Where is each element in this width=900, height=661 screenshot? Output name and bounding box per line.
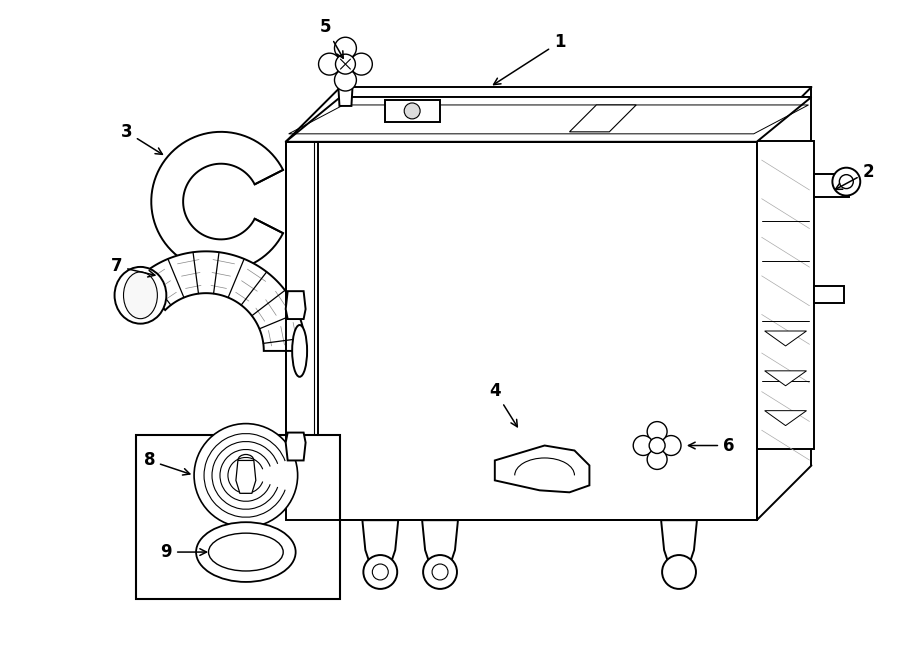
Polygon shape: [285, 291, 306, 319]
Text: 2: 2: [835, 163, 874, 190]
Polygon shape: [422, 520, 458, 565]
Polygon shape: [136, 251, 306, 351]
Polygon shape: [765, 331, 806, 346]
Polygon shape: [338, 71, 354, 106]
Circle shape: [662, 436, 681, 455]
Polygon shape: [814, 174, 850, 196]
Polygon shape: [765, 371, 806, 386]
Polygon shape: [757, 141, 814, 449]
Polygon shape: [151, 132, 284, 271]
Text: 1: 1: [493, 33, 565, 85]
Polygon shape: [285, 142, 318, 520]
Circle shape: [194, 424, 298, 527]
Text: 6: 6: [688, 436, 734, 455]
Polygon shape: [363, 520, 398, 565]
Text: 7: 7: [111, 257, 155, 277]
Circle shape: [649, 438, 665, 453]
Circle shape: [647, 422, 667, 442]
Circle shape: [647, 449, 667, 469]
Bar: [136, 434, 340, 599]
Circle shape: [423, 555, 457, 589]
Circle shape: [662, 555, 696, 589]
Circle shape: [336, 54, 356, 74]
Ellipse shape: [196, 522, 296, 582]
Polygon shape: [495, 446, 590, 492]
Text: 5: 5: [320, 19, 343, 58]
Circle shape: [319, 53, 340, 75]
Polygon shape: [814, 286, 844, 303]
Circle shape: [404, 103, 420, 119]
Text: 9: 9: [160, 543, 206, 561]
Circle shape: [840, 175, 853, 188]
Polygon shape: [570, 105, 636, 132]
Circle shape: [634, 436, 653, 455]
FancyBboxPatch shape: [385, 100, 440, 122]
Text: 8: 8: [143, 451, 190, 475]
Ellipse shape: [114, 267, 166, 324]
Ellipse shape: [209, 533, 284, 571]
Circle shape: [350, 53, 373, 75]
Polygon shape: [285, 97, 812, 142]
Circle shape: [364, 555, 397, 589]
Circle shape: [335, 69, 356, 91]
Ellipse shape: [123, 272, 158, 319]
Circle shape: [832, 168, 860, 196]
Text: 3: 3: [121, 123, 162, 155]
Text: 4: 4: [489, 382, 518, 427]
Polygon shape: [285, 142, 757, 520]
Polygon shape: [662, 520, 697, 565]
Polygon shape: [236, 461, 256, 493]
Polygon shape: [765, 410, 806, 426]
Polygon shape: [285, 432, 306, 461]
Circle shape: [335, 37, 356, 59]
Ellipse shape: [292, 325, 307, 377]
